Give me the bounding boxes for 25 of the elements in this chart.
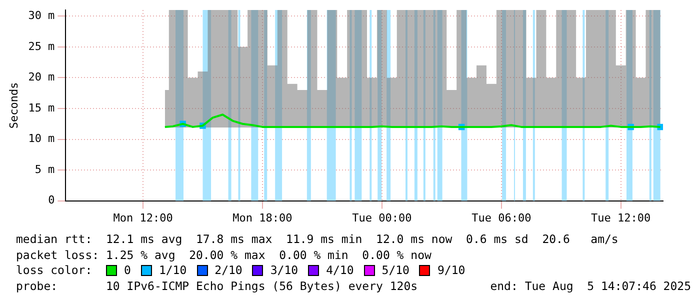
y-tick-label: 15 m <box>28 101 56 114</box>
y-tick-label: 5 m <box>34 162 56 176</box>
x-tick-label: Tue 12:00 <box>591 211 651 224</box>
legend-label: 2/10 <box>214 263 242 278</box>
x-tick-label: Mon 18:00 <box>232 211 292 224</box>
text: probe: 10 IPv6-ICMP Echo Pings (56 Bytes) every 120s <box>16 278 418 294</box>
y-axis-title: Seconds <box>7 82 20 129</box>
legend-title: loss color: <box>16 263 94 278</box>
y-tick-label: 30 m <box>28 9 56 22</box>
y-tick-label: 0 <box>48 194 55 207</box>
legend-label: 1/10 <box>158 263 187 278</box>
y-tick-label: 25 m <box>28 40 56 53</box>
y-tick-label: 10 m <box>28 132 56 146</box>
text: median rtt: 12.1 ms avg 17.8 ms max 11.9 ms min 12.0 ms now 0.6 ms sd 20.6 am/s <box>16 232 618 248</box>
text: end: Tue Aug 5 14:07:46 2025 <box>490 278 691 294</box>
text: packet loss: 1.25 % avg 20.00 % max 0.00 % min 0.00 % now <box>16 248 432 263</box>
legend-label: 9/10 <box>437 263 466 278</box>
legend-label: 0 <box>124 263 131 278</box>
legend-label: 5/10 <box>382 263 410 278</box>
x-tick-label: Mon 12:00 <box>113 211 173 224</box>
x-tick-label: Tue 00:00 <box>352 211 412 224</box>
legend-label: 4/10 <box>326 263 354 278</box>
y-tick-label: 20 m <box>28 70 56 84</box>
legend-label: 3/10 <box>270 263 298 278</box>
x-tick-label: Tue 06:00 <box>472 211 532 224</box>
